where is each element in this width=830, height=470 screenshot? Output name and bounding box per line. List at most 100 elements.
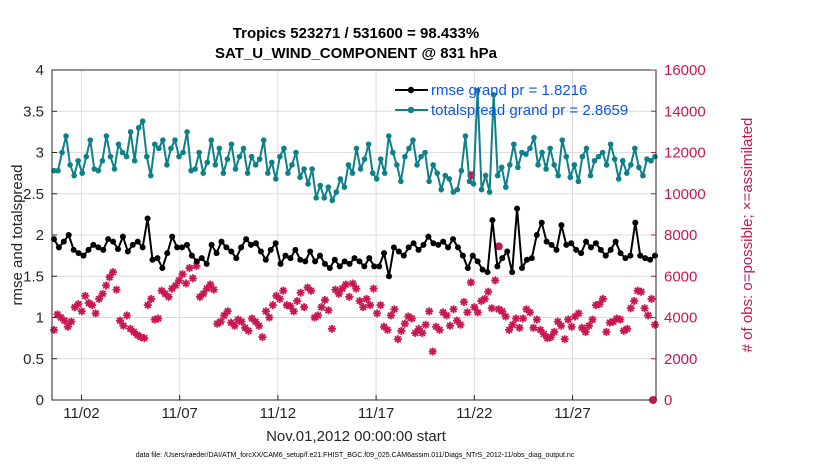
obs-count-marker <box>352 284 361 293</box>
totalspread-point <box>502 184 509 190</box>
totalspread-point <box>506 162 513 168</box>
rmse-point <box>233 255 240 262</box>
rmse-point <box>272 240 279 247</box>
obs-count-marker <box>154 314 163 323</box>
obs-count-marker <box>67 317 76 326</box>
obs-count-marker <box>206 280 215 289</box>
obs-count-marker <box>258 333 267 342</box>
totalspread-point <box>55 167 61 174</box>
totalspread-point <box>426 178 432 185</box>
x-tick-label: 11/17 <box>358 405 394 422</box>
y-tick-label: 4 <box>36 62 44 79</box>
rmse-point <box>70 246 77 253</box>
totalspread-point <box>51 167 57 174</box>
totalspread-point <box>180 149 186 156</box>
rmse-point <box>302 258 309 265</box>
rmse-point <box>292 246 299 253</box>
x-tick-label: 11/22 <box>456 405 492 422</box>
obs-count-marker <box>77 307 86 316</box>
obs-count-marker <box>105 273 114 282</box>
obs-count-marker <box>414 324 423 333</box>
totalspread-point <box>406 145 412 152</box>
totalspread-point <box>107 153 114 160</box>
obs-count-marker <box>647 294 656 303</box>
totalspread-point <box>490 91 497 98</box>
totalspread-point <box>293 149 299 156</box>
rmse-point <box>504 248 511 255</box>
obs-count-marker <box>626 304 635 313</box>
obs-count-marker <box>223 307 232 316</box>
rmse-point <box>415 246 422 253</box>
rmse-point <box>390 244 397 251</box>
totalspread-point <box>543 166 549 172</box>
totalspread-point <box>486 189 493 195</box>
obs-count-marker <box>640 304 649 313</box>
rmse-point <box>637 252 644 259</box>
obs-count-marker <box>115 316 124 325</box>
obs-count-marker <box>418 328 427 337</box>
obs-count-marker <box>296 288 305 297</box>
totalspread-point <box>168 145 174 152</box>
obs-count-marker <box>171 281 180 290</box>
obs-count-marker <box>515 323 524 332</box>
totalspread-point <box>498 164 505 171</box>
totalspread-point <box>619 157 626 164</box>
chart-title: Tropics 523271 / 531600 = 98.433% <box>233 25 479 42</box>
totalspread-point <box>430 162 436 168</box>
obs-count-marker <box>178 270 187 279</box>
rmse-point <box>336 263 343 270</box>
rmse-point <box>509 269 516 276</box>
obs-count-marker <box>164 292 173 301</box>
rmse-point <box>105 236 112 243</box>
y-right-tick-label: 4000 <box>664 310 697 327</box>
rmse-point <box>223 244 230 251</box>
rmse-point <box>602 252 609 259</box>
rmse-point <box>174 244 181 251</box>
legend-marker <box>407 86 415 94</box>
totalspread-point <box>640 172 646 179</box>
totalspread-point <box>333 189 340 195</box>
totalspread-point <box>603 162 610 168</box>
rmse-point <box>198 255 205 262</box>
totalspread-point <box>369 170 376 176</box>
obs-count-marker <box>348 279 357 288</box>
rmse-point <box>154 255 161 262</box>
totalspread-point <box>71 172 77 179</box>
rmse-point <box>252 240 259 247</box>
totalspread-point <box>377 156 384 162</box>
rmse-series <box>50 205 659 280</box>
rmse-point <box>376 263 383 270</box>
x-axis-ticks: 11/02 11/07 11/12 11/17 11/22 11/27 <box>63 395 591 422</box>
totalspread-point <box>591 157 598 164</box>
totalspread-point <box>301 166 307 172</box>
obs-count-marker <box>397 326 406 335</box>
rmse-point <box>282 252 289 259</box>
obs-count-marker <box>581 327 590 336</box>
rmse-point <box>440 238 447 245</box>
obs-count-marker <box>637 287 646 296</box>
totalspread-point <box>579 153 586 160</box>
totalspread-point <box>176 153 182 160</box>
obs-count-marker <box>585 321 594 330</box>
obs-count-marker <box>102 281 111 290</box>
x-tick-label: 11/02 <box>63 405 99 422</box>
obs-count-marker <box>449 305 458 314</box>
rmse-point <box>85 246 92 253</box>
rmse-point <box>129 241 136 248</box>
totalspread-point <box>127 129 134 135</box>
obs-count-marker <box>383 325 392 334</box>
obs-count-marker <box>345 292 354 301</box>
obs-count-marker <box>289 307 298 316</box>
obs-count-marker <box>334 289 343 298</box>
totalspread-point <box>422 149 428 156</box>
rmse-point <box>267 246 274 253</box>
totalspread-series <box>51 87 658 204</box>
obs-count-marker <box>400 319 409 328</box>
obs-count-marker <box>147 294 156 303</box>
totalspread-point <box>67 162 73 168</box>
totalspread-point <box>337 176 344 182</box>
y-axis-right-ticks: 0 2000 4000 6000 8000 10000 12000 14000 16000 <box>651 62 706 409</box>
legend-label: rmse grand pr = 1.8216 <box>431 82 587 99</box>
totalspread-point <box>599 149 606 156</box>
rmse-point <box>90 241 97 248</box>
